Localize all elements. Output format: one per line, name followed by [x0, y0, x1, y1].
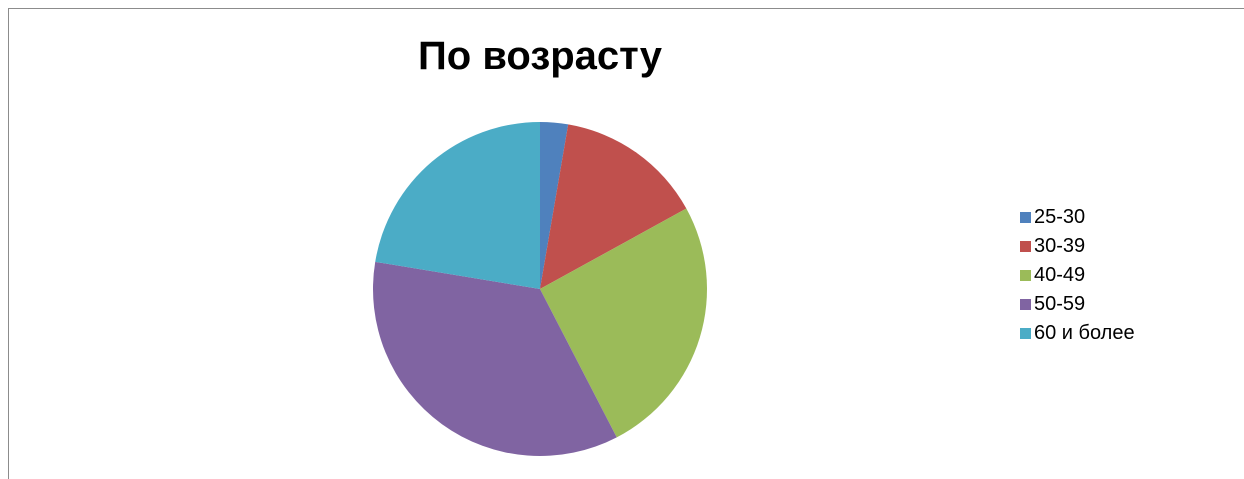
pie-slice-50-59	[373, 261, 617, 456]
legend-swatch	[1020, 328, 1031, 339]
legend-label: 25-30	[1034, 206, 1086, 228]
pie-slice-60-и-более	[375, 122, 540, 289]
legend-item: 25-30	[1020, 203, 1135, 232]
legend-label: 60 и более	[1034, 322, 1135, 344]
pie-slice-40-49	[540, 208, 707, 438]
chart-legend: 25-30 30-39 40-49 50-59 60 и более	[1020, 203, 1135, 348]
legend-swatch	[1020, 212, 1031, 223]
legend-item: 30-39	[1020, 232, 1135, 261]
legend-item: 40-49	[1020, 261, 1135, 290]
pie-slice-25-30	[540, 122, 569, 289]
legend-item: 60 и более	[1020, 319, 1135, 348]
pie-slice-30-39	[540, 124, 687, 289]
legend-swatch	[1020, 270, 1031, 281]
legend-label: 50-59	[1034, 293, 1086, 315]
legend-swatch	[1020, 241, 1031, 252]
legend-swatch	[1020, 299, 1031, 310]
legend-label: 30-39	[1034, 235, 1086, 257]
chart-title: По возрасту	[418, 34, 662, 78]
legend-label: 40-49	[1034, 264, 1086, 286]
legend-item: 50-59	[1020, 290, 1135, 319]
